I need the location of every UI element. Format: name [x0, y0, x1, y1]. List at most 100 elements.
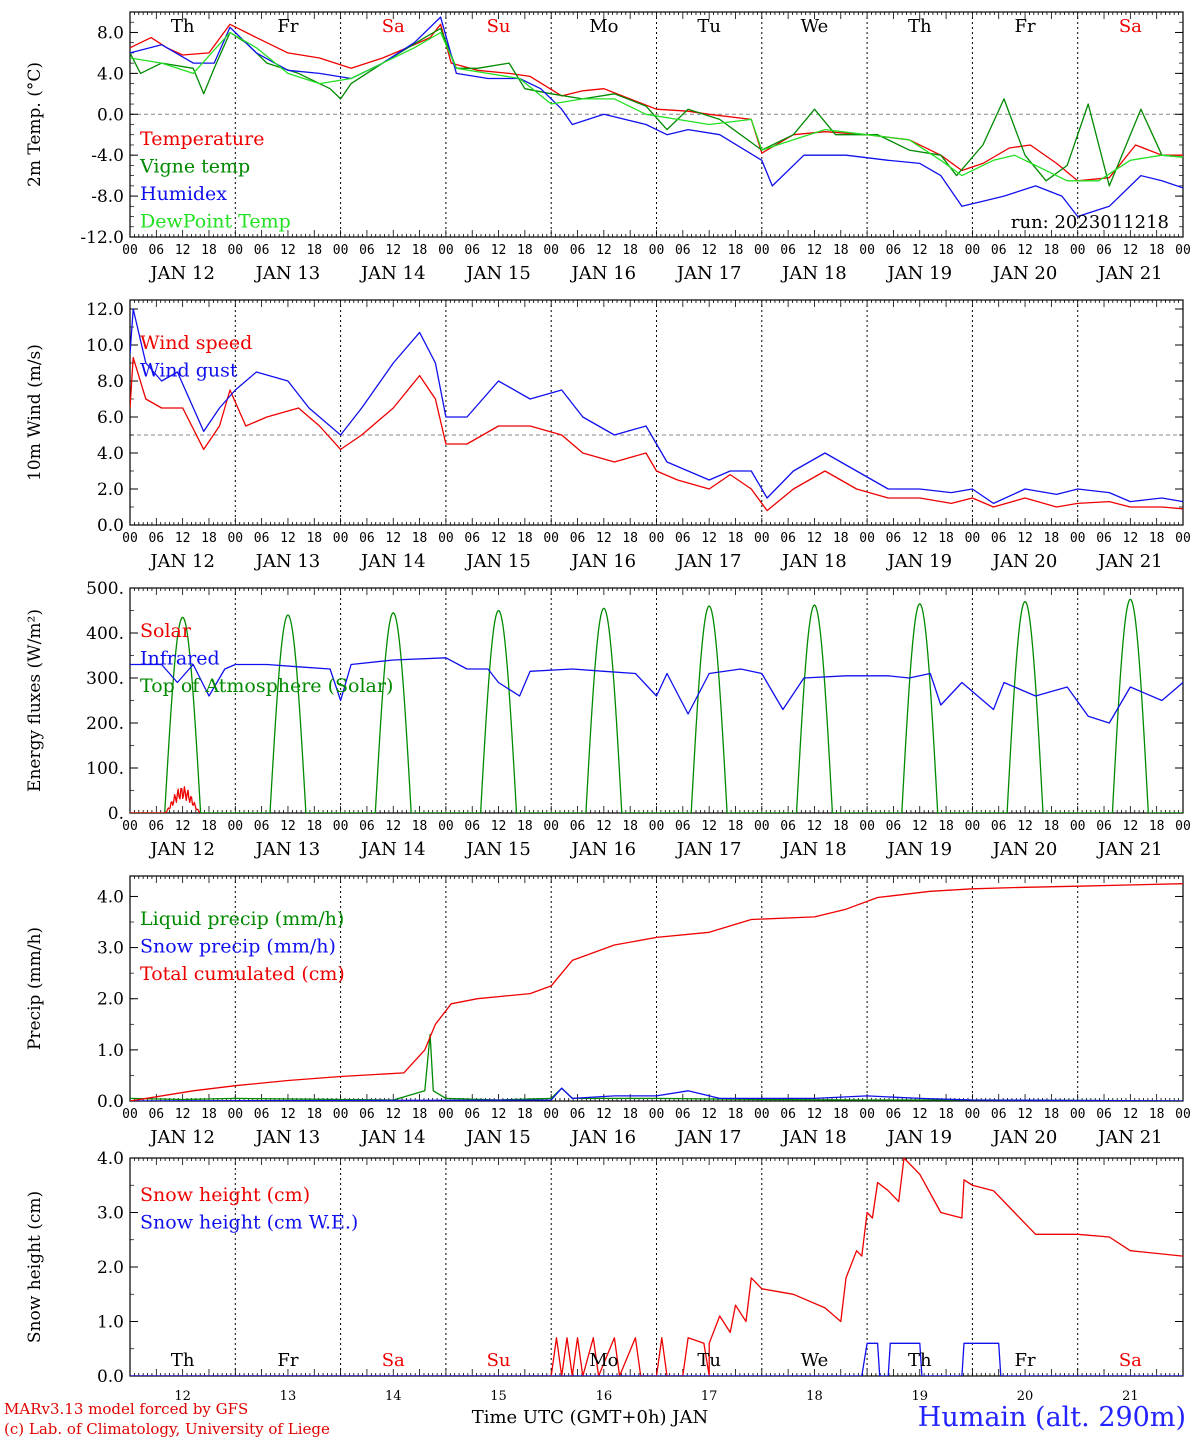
hour-label: 12 [385, 531, 401, 546]
y-tick-label: 8.0 [97, 372, 124, 392]
panel-temperature: 8.0 4.0 0.0 -4.0 -8.0 -12.0 2m Temp. (°C) 00 06 1… [25, 11, 1191, 284]
hour-label: 12 [280, 243, 296, 258]
hour-label: 00 [227, 819, 243, 834]
hour-label: 06 [1096, 531, 1112, 546]
hour-label: 00 [122, 243, 138, 258]
hour-label: 00 [333, 1107, 349, 1122]
panel-precip: 4.0 3.0 2.0 1.0 0.0 Precip (mm/h) 00 06 12 18 JAN … [25, 875, 1191, 1148]
date-label: JAN 15 [464, 551, 531, 572]
hour-label: 00 [859, 531, 875, 546]
hour-label: 00 [754, 531, 770, 546]
hour-label: 18 [517, 531, 533, 546]
series-group [130, 308, 1183, 512]
hour-label: 18 [833, 243, 849, 258]
date-label: JAN 16 [570, 1127, 637, 1148]
legend-entry: Wind speed [140, 332, 252, 354]
hour-label: 18 [306, 531, 322, 546]
day-number-label: 19 [911, 1389, 928, 1404]
hour-label: 12 [912, 243, 928, 258]
y-tick-label: 2.0 [97, 480, 124, 500]
date-label: JAN 21 [1096, 551, 1163, 572]
hour-label: 00 [333, 531, 349, 546]
date-label: JAN 12 [148, 551, 215, 572]
hour-label: 12 [491, 819, 507, 834]
day-number-label: 21 [1122, 1389, 1139, 1404]
y-tick-label: 100. [86, 759, 124, 779]
hour-label: 00 [543, 243, 559, 258]
series-line-snow-height-cm-w-e [130, 1342, 1183, 1376]
hour-label: 00 [438, 1107, 454, 1122]
hour-label: 18 [1149, 819, 1165, 834]
hour-label: 18 [201, 1107, 217, 1122]
weekday-label: Sa [1119, 16, 1142, 37]
hour-label: 06 [991, 819, 1007, 834]
y-tick-label: 12.0 [86, 300, 124, 320]
hour-label: 12 [596, 819, 612, 834]
hour-label: 00 [859, 819, 875, 834]
hour-label: 00 [965, 531, 981, 546]
hour-label: 18 [306, 1107, 322, 1122]
weekday-label: Su [487, 16, 511, 37]
hour-label: 18 [517, 819, 533, 834]
date-label: JAN 16 [570, 551, 637, 572]
y-tick-label: -8.0 [91, 187, 124, 207]
hour-label: 18 [1044, 819, 1060, 834]
y-tick-label: -4.0 [91, 146, 124, 166]
hour-label: 06 [359, 243, 375, 258]
hour-label: 06 [570, 531, 586, 546]
hour-label: 12 [1123, 243, 1139, 258]
hour-label: 06 [254, 1107, 270, 1122]
hour-label: 18 [728, 531, 744, 546]
hour-label: 00 [649, 819, 665, 834]
day-number-label: 15 [490, 1389, 507, 1404]
hour-label: 12 [175, 1107, 191, 1122]
legend-entry: Solar [140, 620, 192, 642]
hour-label: 06 [359, 819, 375, 834]
weekday-label: Mo [589, 16, 618, 37]
hour-label: 06 [780, 531, 796, 546]
panel-wind: 12.0 10.0 8.0 6.0 4.0 2.0 0.0 10m Wind (m/s) 00 0… [25, 299, 1191, 572]
date-label: JAN 19 [885, 263, 952, 284]
hour-label: 00 [543, 1107, 559, 1122]
hour-label: 06 [148, 819, 164, 834]
hour-label: 12 [175, 531, 191, 546]
hour-label: 18 [728, 819, 744, 834]
series-line-solar [130, 786, 201, 813]
y-axis-title: Precip (mm/h) [25, 927, 45, 1050]
date-label: JAN 14 [359, 1127, 426, 1148]
day-number-label: 14 [385, 1389, 402, 1404]
hour-label: 00 [227, 1107, 243, 1122]
legend-entry: Temperature [140, 128, 264, 150]
weekday-label: Tu [697, 1350, 721, 1371]
hour-label: 18 [622, 819, 638, 834]
y-axis-title: 2m Temp. (°C) [25, 62, 45, 187]
weekday-label: We [801, 1350, 829, 1371]
hour-label: 00 [754, 819, 770, 834]
y-tick-label: 8.0 [97, 23, 124, 43]
date-label: JAN 21 [1096, 263, 1163, 284]
y-tick-label: 500. [86, 579, 124, 599]
hour-label: 12 [1123, 531, 1139, 546]
hour-label: 06 [148, 531, 164, 546]
hour-label: 12 [1017, 243, 1033, 258]
hour-label: 18 [938, 531, 954, 546]
y-tick-label: 3.0 [97, 1204, 124, 1224]
hour-label: 00 [122, 1107, 138, 1122]
hour-label: 12 [807, 819, 823, 834]
weekday-label: Fr [1015, 1350, 1036, 1371]
hour-label: 18 [833, 1107, 849, 1122]
y-tick-label: 4.0 [97, 1149, 124, 1169]
date-label: JAN 13 [254, 263, 321, 284]
hour-label: 18 [622, 1107, 638, 1122]
lab-credit: (c) Lab. of Climatology, University of L… [4, 1420, 330, 1438]
hour-label: 06 [464, 1107, 480, 1122]
hour-label: 06 [570, 1107, 586, 1122]
hour-label: 00 [649, 531, 665, 546]
weekday-label: Sa [382, 16, 405, 37]
y-tick-label: 4.0 [97, 64, 124, 84]
series-line-wind-speed [130, 356, 1183, 512]
hour-label: 00 [543, 819, 559, 834]
series-line-wind-gust [130, 308, 1183, 505]
hour-label: 06 [1096, 243, 1112, 258]
